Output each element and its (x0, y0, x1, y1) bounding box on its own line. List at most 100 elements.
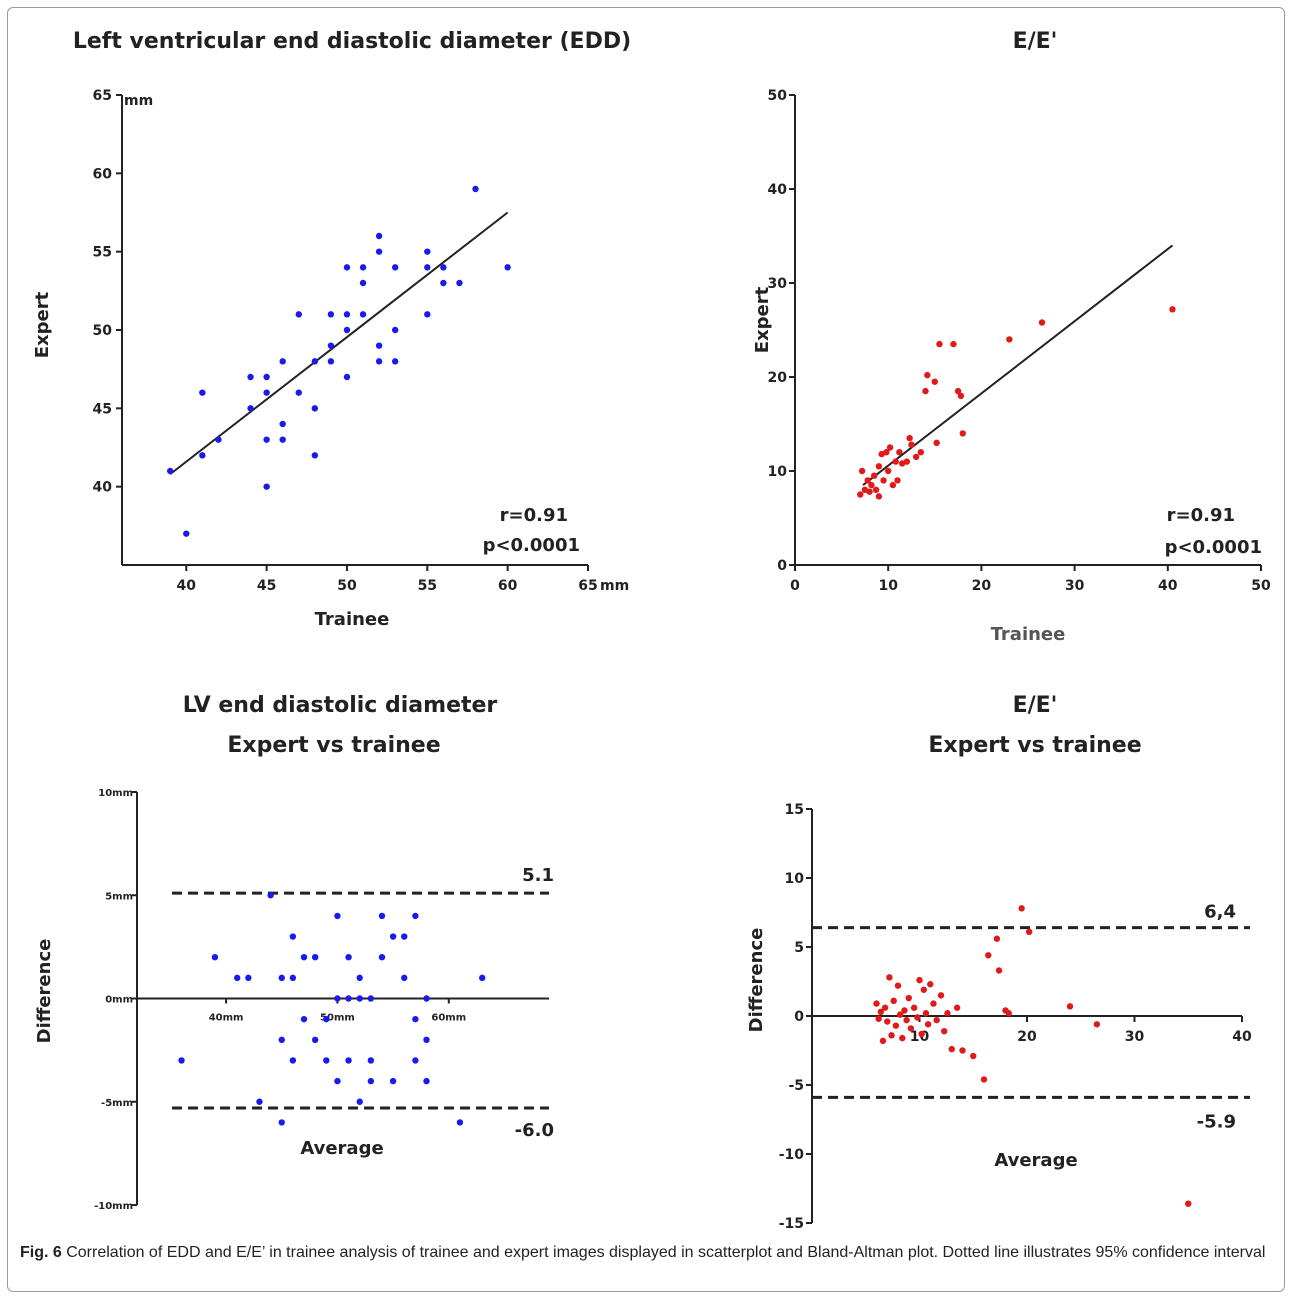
edd-ba-y-tick-label: -10mm (94, 1201, 133, 1212)
ee-point (871, 472, 878, 479)
edd-point (424, 248, 431, 255)
ee-ba-y-tick-label: -5 (788, 1078, 804, 1094)
edd-ba-point (423, 995, 430, 1002)
edd-y-axis-label: Expert (32, 291, 53, 358)
ee-x-tick-label: 10 (878, 578, 898, 594)
edd-x-tick-label: 45 (257, 578, 276, 594)
ee-ba-point (918, 1030, 925, 1038)
ee-point (875, 493, 883, 500)
ee-scatterplot: E/E' 0 10 20 30 40 50 0 10 20 30 40 50 Trainee Expe… (752, 29, 1271, 645)
ee-point (924, 371, 931, 379)
ee-ba-point (1005, 1010, 1012, 1017)
edd-point (391, 264, 399, 271)
edd-ba-point (345, 954, 352, 961)
ee-ba-point (995, 967, 1003, 974)
edd-bland-altman-plot: LV end diastolic diameter Expert vs trai… (34, 693, 554, 1212)
edd-point (311, 358, 319, 365)
ee-x-tick-label: 50 (1251, 578, 1271, 594)
edd-ba-point (323, 1057, 330, 1064)
ee-x-tick-label: 30 (1065, 578, 1085, 594)
edd-y-tick-label: 60 (93, 166, 113, 182)
edd-ba-point (311, 1036, 319, 1043)
edd-ba-title-line2: Expert vs trainee (227, 733, 440, 758)
ee-point (1006, 336, 1013, 343)
ee-point (880, 477, 887, 484)
ee-point (864, 477, 871, 484)
edd-point (279, 420, 286, 428)
edd-point (504, 264, 511, 271)
edd-r-value: r=0.91 (500, 505, 568, 526)
ee-point (858, 467, 866, 475)
edd-point (440, 264, 447, 271)
edd-x-tick-label: 65 (578, 578, 597, 594)
ee-point (892, 458, 899, 465)
edd-ba-point (267, 892, 274, 899)
ee-y-axis-label: Expert (752, 286, 773, 353)
ee-point (950, 340, 957, 348)
ee-y-tick-label: 30 (768, 276, 788, 292)
edd-ba-point (278, 974, 285, 982)
ee-y-tick-label: 50 (768, 88, 788, 104)
ee-ba-point (892, 1022, 900, 1029)
edd-ba-point (300, 954, 308, 961)
ee-ba-point (884, 1018, 891, 1025)
edd-ba-point (289, 1057, 297, 1064)
ee-point (957, 392, 965, 399)
edd-point (343, 264, 351, 271)
edd-ba-point (423, 1036, 430, 1043)
edd-y-tick-label: 50 (93, 323, 113, 339)
edd-x-tick-label: 50 (337, 578, 357, 594)
ee-ba-point (985, 952, 992, 959)
edd-ba-point (356, 974, 363, 982)
ee-ba-point (941, 1027, 948, 1035)
edd-point (263, 389, 270, 396)
ee-ba-limit-label: 6,4 (1204, 902, 1236, 923)
ee-point (866, 488, 873, 495)
edd-ba-point (356, 1098, 363, 1105)
edd-ba-point (412, 1057, 419, 1064)
ee-ba-title-line1: E/E' (1013, 693, 1058, 718)
ee-ba-point (890, 997, 897, 1005)
ee-ba-x-tick-label: 10 (910, 1029, 930, 1045)
ee-ba-point (877, 1008, 884, 1016)
edd-point (247, 405, 254, 412)
ee-point (875, 463, 883, 470)
ee-ba-point (970, 1052, 977, 1060)
edd-ba-point (423, 1077, 430, 1085)
edd-ba-point (334, 995, 341, 1002)
ee-ba-point (905, 994, 912, 1002)
edd-point (375, 248, 383, 255)
edd-ba-point (345, 995, 352, 1002)
edd-point (199, 389, 206, 396)
edd-ba-y-tick-label: 5mm (105, 891, 133, 902)
caption-label: Fig. 6 (20, 1244, 62, 1261)
ee-ba-point (907, 1025, 915, 1032)
ee-ba-point (953, 1004, 961, 1011)
ee-point (908, 441, 915, 448)
edd-x-axis-label: Trainee (315, 609, 390, 630)
ee-p-value: p<0.0001 (1165, 537, 1262, 558)
ee-ba-x-tick-label: 20 (1017, 1029, 1037, 1045)
ee-ba-point (894, 982, 902, 989)
edd-ba-point (401, 974, 408, 982)
edd-ba-point (478, 974, 486, 982)
ee-point (883, 449, 890, 456)
edd-ba-point (334, 912, 341, 920)
edd-point (456, 279, 463, 287)
edd-point (311, 405, 319, 412)
ee-ba-point (922, 1010, 930, 1017)
edd-ba-point (367, 1057, 375, 1064)
edd-p-value: p<0.0001 (483, 535, 580, 556)
edd-ba-y-tick-label: 10mm (98, 788, 133, 799)
ee-scatter-title: E/E' (1013, 29, 1058, 54)
edd-ba-y-axis-label: Difference (34, 939, 55, 1044)
ee-ba-point (916, 976, 923, 984)
edd-ba-point (278, 1036, 285, 1043)
edd-y-tick-label: 40 (93, 480, 113, 496)
edd-ba-point (412, 1015, 419, 1023)
ee-ba-y-tick-label: 10 (785, 871, 805, 887)
ee-ba-limit-label: -5.9 (1197, 1111, 1236, 1132)
ee-ba-point (1066, 1003, 1074, 1010)
ee-ba-x-tick-label: 40 (1232, 1029, 1252, 1045)
edd-ba-x-tick-label: 40mm (209, 1013, 244, 1024)
